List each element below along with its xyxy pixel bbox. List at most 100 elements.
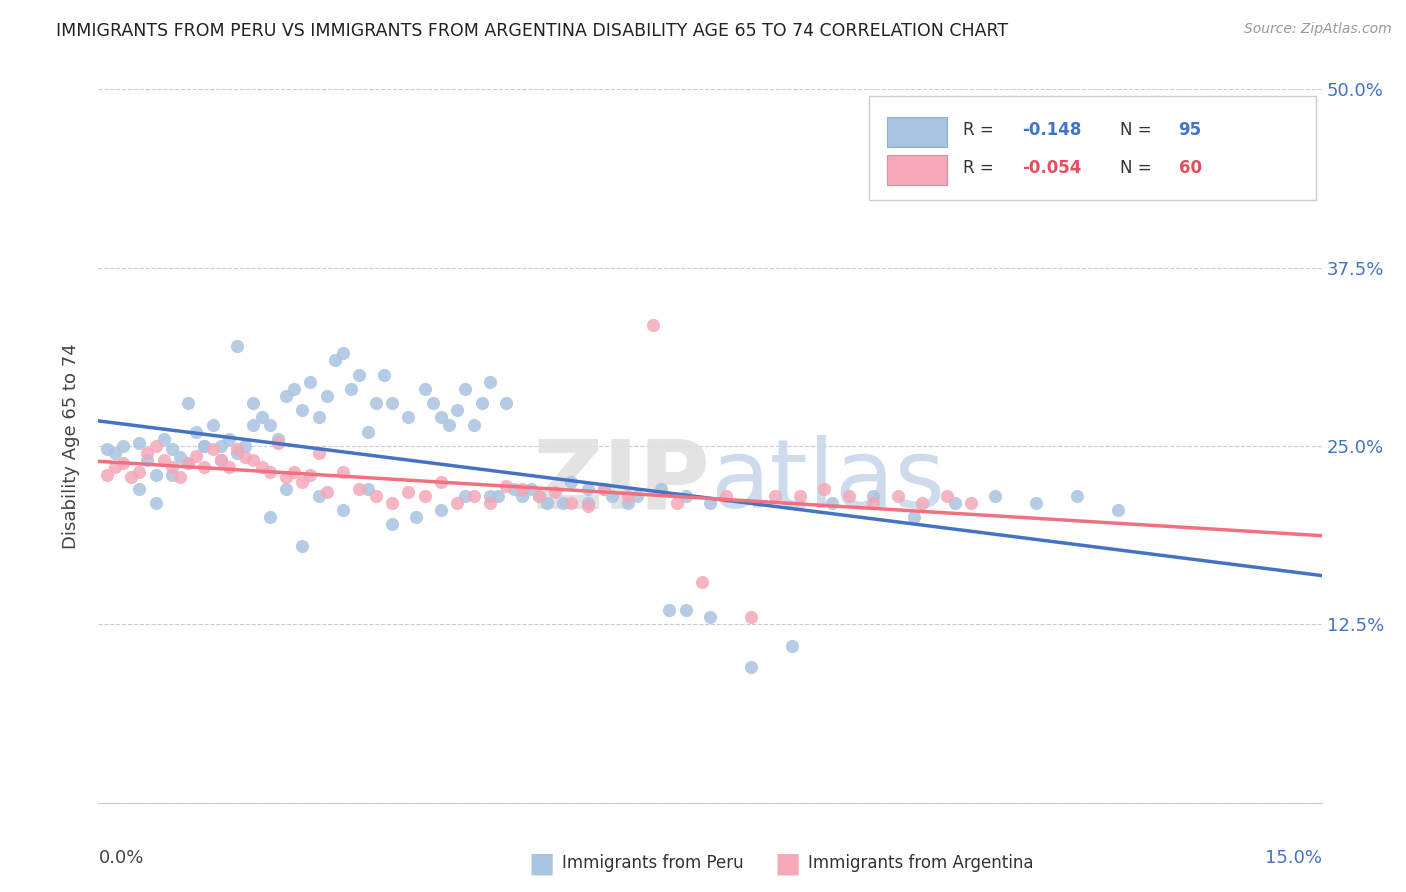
Point: [104, 460, 127, 475]
Point: [193, 460, 215, 475]
Text: Immigrants from Argentina: Immigrants from Argentina: [808, 855, 1033, 872]
Point: [291, 475, 314, 489]
Point: [903, 510, 925, 524]
Point: [152, 432, 174, 446]
Text: 95: 95: [1178, 121, 1202, 139]
Point: [437, 417, 460, 432]
Text: 15.0%: 15.0%: [1264, 849, 1322, 867]
Point: [152, 453, 174, 467]
Point: [193, 439, 215, 453]
Point: [617, 496, 640, 510]
Point: [226, 446, 249, 460]
Point: [332, 465, 354, 479]
Point: [160, 460, 183, 475]
Point: [209, 439, 232, 453]
Point: [233, 439, 256, 453]
Point: [291, 539, 314, 553]
Point: [242, 453, 264, 467]
Point: [699, 610, 721, 624]
Point: [600, 489, 623, 503]
Point: [145, 496, 167, 510]
Point: [935, 489, 957, 503]
Point: [716, 489, 738, 503]
Point: [111, 439, 134, 453]
Point: [259, 510, 281, 524]
Point: [136, 446, 159, 460]
Point: [201, 442, 224, 456]
Point: [193, 439, 215, 453]
Point: [145, 467, 167, 482]
FancyBboxPatch shape: [887, 155, 948, 185]
Point: [512, 482, 534, 496]
Point: [315, 389, 337, 403]
Point: [430, 410, 453, 425]
Point: [242, 417, 264, 432]
FancyBboxPatch shape: [869, 96, 1316, 200]
Point: [160, 442, 183, 456]
Point: [1025, 496, 1047, 510]
Text: R =: R =: [963, 159, 1000, 177]
Point: [463, 417, 485, 432]
Text: Immigrants from Peru: Immigrants from Peru: [562, 855, 744, 872]
Point: [340, 382, 363, 396]
Point: [356, 482, 378, 496]
Point: [560, 496, 582, 510]
Point: [250, 410, 273, 425]
Point: [291, 403, 314, 417]
Point: [821, 496, 844, 510]
Point: [593, 482, 616, 496]
Point: [576, 499, 599, 513]
Point: [308, 446, 330, 460]
Point: [128, 482, 150, 496]
Point: [780, 639, 803, 653]
Point: [576, 496, 599, 510]
Text: 0.0%: 0.0%: [98, 849, 143, 867]
Point: [471, 396, 494, 410]
Text: N =: N =: [1119, 121, 1157, 139]
Point: [259, 417, 281, 432]
Point: [169, 470, 191, 484]
Text: -0.054: -0.054: [1022, 159, 1081, 177]
Point: [396, 410, 419, 425]
Point: [267, 436, 290, 450]
Point: [177, 456, 200, 470]
Point: [169, 450, 191, 465]
Text: ■: ■: [775, 849, 800, 878]
Point: [813, 482, 835, 496]
Point: [226, 442, 249, 456]
Point: [503, 482, 526, 496]
Point: [323, 353, 346, 368]
Point: [650, 482, 672, 496]
Point: [120, 470, 142, 484]
Point: [536, 496, 558, 510]
Point: [446, 403, 468, 417]
Text: R =: R =: [963, 121, 1000, 139]
Point: [666, 496, 689, 510]
Point: [617, 489, 640, 503]
Point: [128, 436, 150, 450]
Point: [422, 396, 444, 410]
Point: [160, 467, 183, 482]
Point: [96, 467, 118, 482]
Point: [699, 496, 721, 510]
Point: [943, 496, 966, 510]
Point: [886, 489, 908, 503]
Point: [478, 489, 501, 503]
Text: ■: ■: [529, 849, 554, 878]
Point: [626, 489, 648, 503]
Point: [373, 368, 395, 382]
Point: [332, 503, 354, 517]
Point: [381, 496, 404, 510]
Point: [641, 318, 664, 332]
Point: [527, 489, 550, 503]
Point: [984, 489, 1007, 503]
Point: [658, 603, 681, 617]
Point: [454, 382, 477, 396]
Point: [364, 489, 387, 503]
Point: [690, 574, 713, 589]
Point: [495, 396, 517, 410]
Point: [209, 453, 232, 467]
FancyBboxPatch shape: [887, 117, 948, 147]
Point: [250, 460, 273, 475]
Point: [495, 479, 517, 493]
